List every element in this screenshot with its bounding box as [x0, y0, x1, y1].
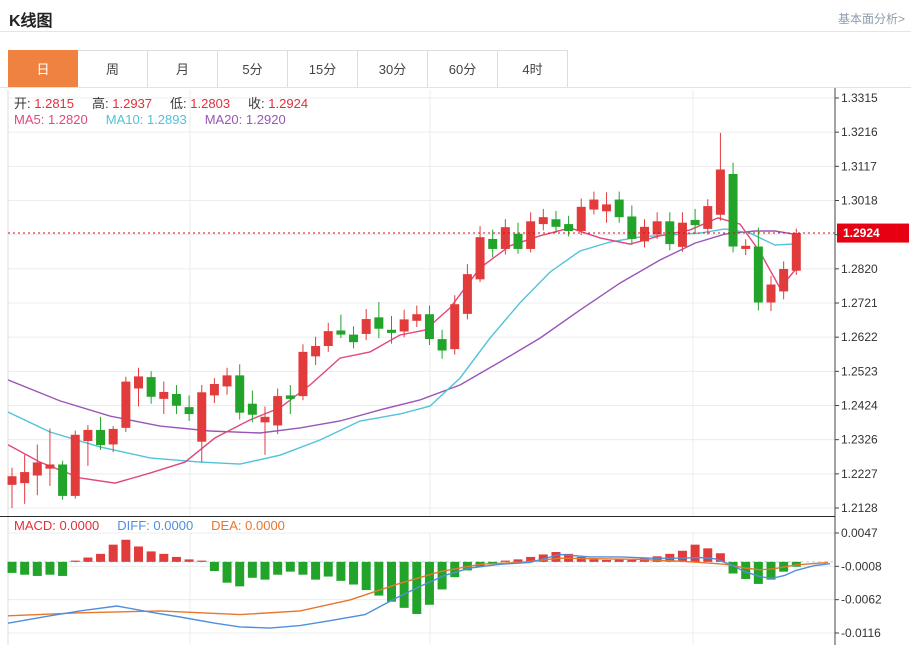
tabs-underline — [0, 87, 911, 88]
svg-text:1.2128: 1.2128 — [841, 501, 878, 515]
page-title: K线图 — [9, 13, 53, 30]
ma10-line — [7, 228, 797, 465]
period-tabs: 日周月 5分 15分 30分 60分 4时 — [8, 50, 568, 88]
ma-info: MA5: 1.2820 MA10: 1.2893 MA20: 1.2920 — [14, 112, 304, 127]
current-price-tag — [837, 223, 909, 243]
ohlc-close: 收: 1.2924 — [248, 96, 309, 111]
svg-text:1.2622: 1.2622 — [841, 330, 878, 344]
tab-60分[interactable]: 60分 — [428, 50, 498, 88]
ohlc-open: 开: 1.2815 — [14, 96, 75, 111]
diff-value: DIFF: 0.0000 — [117, 518, 194, 533]
tab-4时[interactable]: 4时 — [498, 50, 568, 88]
page-header: K线图 基本面分析> — [0, 0, 911, 32]
tab-30分[interactable]: 30分 — [358, 50, 428, 88]
svg-text:-0.0116: -0.0116 — [841, 626, 881, 640]
fundamental-analysis-link[interactable]: 基本面分析> — [837, 12, 905, 26]
svg-text:1.2820: 1.2820 — [841, 262, 878, 276]
diff-line — [7, 553, 831, 629]
current-price-line: 1.2924 — [8, 223, 909, 243]
svg-text:1.2424: 1.2424 — [841, 399, 878, 413]
macd-info: MACD: 0.0000 DIFF: 0.0000 DEA: 0.0000 — [14, 518, 303, 533]
dea-line — [7, 557, 829, 617]
tab-日[interactable]: 日 — [8, 50, 78, 88]
ma10-value: MA10: 1.2893 — [105, 112, 187, 127]
ohlc-low: 低: 1.2803 — [170, 96, 231, 111]
svg-text:1.2721: 1.2721 — [841, 296, 878, 310]
ohlc-info: 开: 1.2815 高: 1.2937 低: 1.2803 收: 1.2924 — [14, 93, 326, 112]
tab-周[interactable]: 周 — [78, 50, 148, 88]
ma5-value: MA5: 1.2820 — [14, 112, 88, 127]
macd-value: MACD: 0.0000 — [14, 518, 100, 533]
svg-text:1.2227: 1.2227 — [841, 467, 878, 481]
tab-15分[interactable]: 15分 — [288, 50, 358, 88]
svg-text:0.0047: 0.0047 — [841, 526, 878, 540]
tab-5分[interactable]: 5分 — [218, 50, 288, 88]
svg-text:1.3216: 1.3216 — [841, 125, 878, 139]
dea-value: DEA: 0.0000 — [211, 518, 285, 533]
svg-text:-0.0008: -0.0008 — [841, 559, 882, 573]
tab-月[interactable]: 月 — [148, 50, 218, 88]
svg-text:1.3117: 1.3117 — [841, 159, 877, 173]
macd-pane — [7, 539, 835, 629]
svg-text:1.2523: 1.2523 — [841, 364, 878, 378]
y-axis: 1.3315 1.3216 1.3117 1.3018 1.2820 1.2721 1.26… — [0, 88, 882, 645]
svg-text:1.3315: 1.3315 — [841, 91, 878, 105]
ma20-line — [7, 230, 797, 434]
ma20-value: MA20: 1.2920 — [204, 112, 286, 127]
candles-layer — [7, 132, 801, 508]
svg-text:1.3018: 1.3018 — [841, 194, 878, 208]
svg-text:1.2326: 1.2326 — [841, 433, 878, 447]
svg-text:1.2924: 1.2924 — [843, 226, 880, 240]
ohlc-high: 高: 1.2937 — [92, 96, 153, 111]
svg-text:-0.0062: -0.0062 — [841, 593, 882, 607]
